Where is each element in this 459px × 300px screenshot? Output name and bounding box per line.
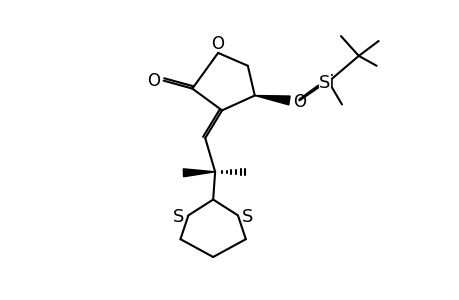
Text: S: S (173, 208, 184, 226)
Text: O: O (293, 93, 306, 111)
Polygon shape (183, 169, 215, 177)
Text: Si: Si (318, 74, 335, 92)
Text: O: O (211, 35, 224, 53)
Text: S: S (241, 208, 253, 226)
Polygon shape (254, 95, 290, 105)
Text: O: O (147, 72, 160, 90)
